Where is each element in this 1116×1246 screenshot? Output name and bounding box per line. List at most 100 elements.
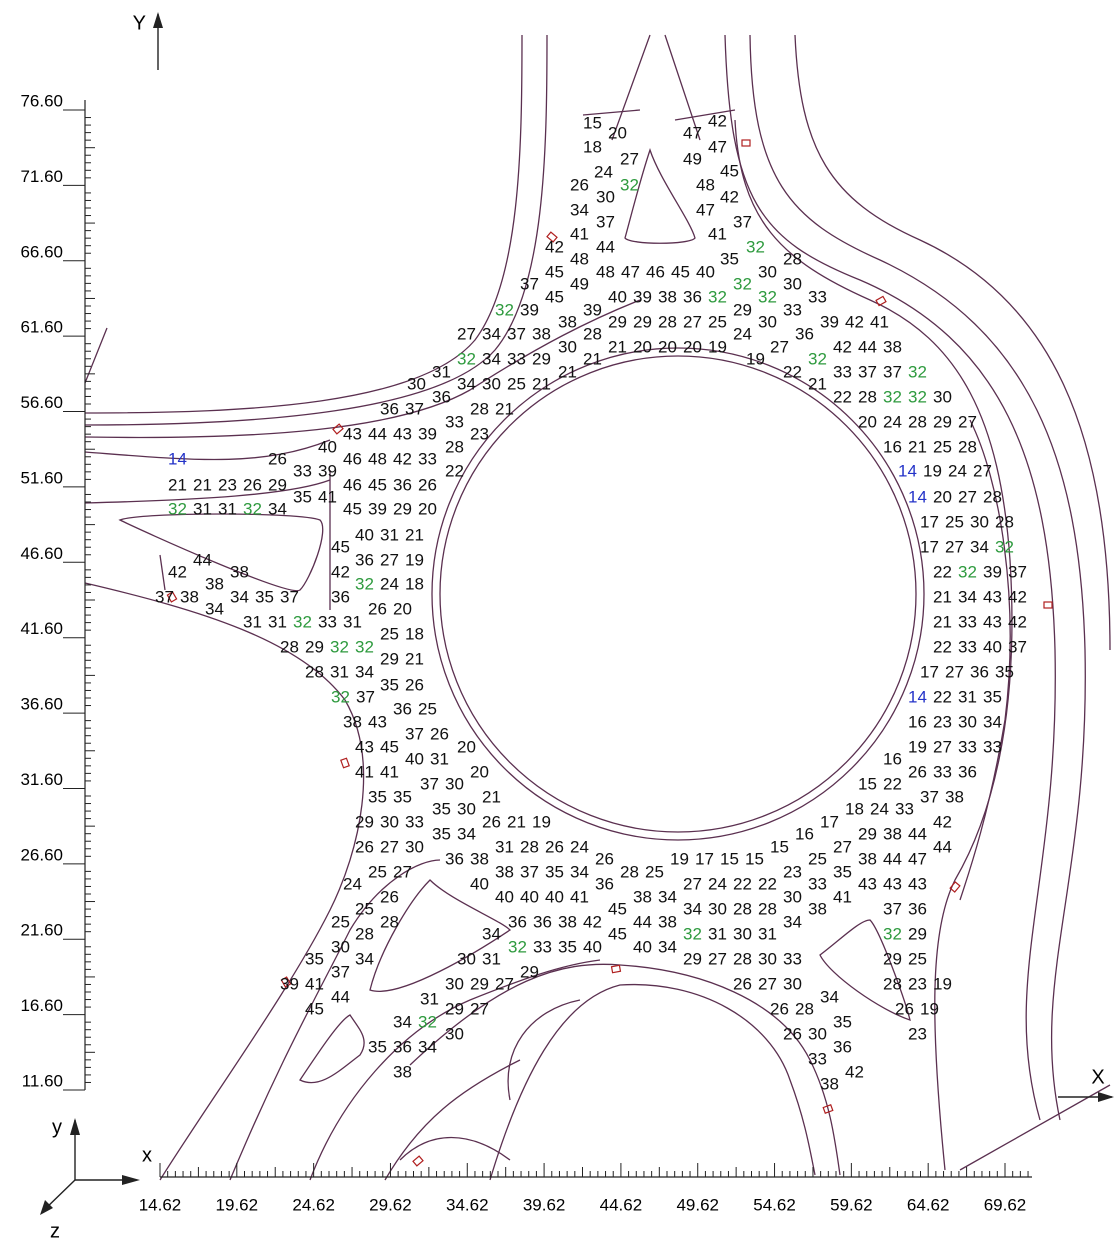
depth-label: 36 bbox=[958, 762, 977, 781]
depth-label: 37 bbox=[596, 212, 615, 231]
depth-label: 33 bbox=[405, 812, 424, 831]
depth-label: 40 bbox=[608, 287, 627, 306]
depth-label: 36 bbox=[432, 387, 451, 406]
depth-label: 22 bbox=[783, 362, 802, 381]
depth-label: 30 bbox=[783, 887, 802, 906]
marker bbox=[741, 139, 751, 147]
depth-label: 21 bbox=[532, 374, 551, 393]
depth-label: 27 bbox=[945, 537, 964, 556]
road-edge bbox=[749, 34, 1086, 1121]
depth-label: 43 bbox=[908, 874, 927, 893]
depth-label: 22 bbox=[733, 874, 752, 893]
depth-label: 35 bbox=[432, 824, 451, 843]
depth-label: 29 bbox=[633, 312, 652, 331]
depth-label: 18 bbox=[845, 799, 864, 818]
depth-label: 31 bbox=[193, 499, 212, 518]
depth-label: 35 bbox=[380, 675, 399, 694]
depth-label: 19 bbox=[708, 337, 727, 356]
depth-label: 35 bbox=[720, 249, 739, 268]
depth-label: 25 bbox=[933, 437, 952, 456]
depth-label: 34 bbox=[820, 987, 839, 1006]
depth-label: 30 bbox=[445, 1024, 464, 1043]
depth-label: 20 bbox=[858, 412, 877, 431]
depth-label: 20 bbox=[658, 337, 677, 356]
road-edge bbox=[582, 109, 736, 121]
depth-label: 24 bbox=[883, 412, 902, 431]
depth-label: 44 bbox=[368, 424, 387, 443]
depth-label: 28 bbox=[733, 899, 752, 918]
depth-label: 14 bbox=[908, 487, 927, 506]
depth-label: 49 bbox=[570, 274, 589, 293]
depth-label: 40 bbox=[405, 749, 424, 768]
depth-label: 36 bbox=[508, 912, 527, 931]
depth-label: 26 bbox=[482, 812, 501, 831]
depth-label: 21 bbox=[583, 349, 602, 368]
depth-label: 31 bbox=[218, 499, 237, 518]
depth-label: 35 bbox=[393, 787, 412, 806]
depth-label: 38 bbox=[633, 887, 652, 906]
triad-z-label: z bbox=[50, 1220, 60, 1241]
depth-label: 33 bbox=[933, 762, 952, 781]
depth-label: 42 bbox=[708, 111, 727, 130]
splitter-island bbox=[118, 513, 324, 592]
y-tick-label: 31.60 bbox=[20, 770, 63, 789]
marker bbox=[340, 757, 350, 769]
depth-label: 29 bbox=[355, 812, 374, 831]
depth-label: 28 bbox=[795, 999, 814, 1018]
road-edge bbox=[724, 34, 1056, 1121]
depth-label: 35 bbox=[995, 662, 1014, 681]
depth-label: 36 bbox=[683, 287, 702, 306]
x-tick-label: 29.62 bbox=[369, 1195, 412, 1214]
depth-label: 39 bbox=[368, 499, 387, 518]
depth-label: 29 bbox=[683, 949, 702, 968]
depth-label: 21 bbox=[608, 337, 627, 356]
depth-label: 41 bbox=[870, 312, 889, 331]
depth-label: 19 bbox=[933, 974, 952, 993]
marker bbox=[412, 1155, 424, 1167]
depth-label: 28 bbox=[658, 312, 677, 331]
depth-label: 28 bbox=[355, 924, 374, 943]
marker bbox=[332, 423, 344, 435]
depth-label: 37 bbox=[405, 724, 424, 743]
depth-label: 35 bbox=[558, 937, 577, 956]
depth-label: 39 bbox=[583, 300, 602, 319]
depth-label: 43 bbox=[343, 424, 362, 443]
depth-label: 34 bbox=[970, 537, 989, 556]
depth-label: 36 bbox=[970, 662, 989, 681]
depth-label: 38 bbox=[820, 1074, 839, 1093]
depth-label: 24 bbox=[733, 324, 752, 343]
depth-label: 44 bbox=[633, 912, 652, 931]
depth-label: 38 bbox=[558, 312, 577, 331]
depth-label: 48 bbox=[368, 449, 387, 468]
arrow-head bbox=[153, 12, 163, 28]
depth-label: 37 bbox=[520, 862, 539, 881]
depth-label: 28 bbox=[305, 662, 324, 681]
road-edge bbox=[229, 859, 441, 1181]
depth-label: 29 bbox=[908, 924, 927, 943]
depth-label: 31 bbox=[243, 612, 262, 631]
depth-label: 36 bbox=[595, 874, 614, 893]
depth-label: 27 bbox=[770, 337, 789, 356]
depth-label: 44 bbox=[933, 837, 952, 856]
x-tick-label: 19.62 bbox=[216, 1195, 259, 1214]
depth-label: 18 bbox=[405, 624, 424, 643]
depth-label: 31 bbox=[430, 749, 449, 768]
depth-label: 35 bbox=[983, 687, 1002, 706]
depth-label: 26 bbox=[355, 837, 374, 856]
depth-label: 14 bbox=[908, 687, 927, 706]
depth-label: 32 bbox=[418, 1012, 437, 1031]
arrow-head bbox=[1098, 1092, 1114, 1102]
depth-label: 25 bbox=[331, 912, 350, 931]
depth-label: 27 bbox=[958, 487, 977, 506]
depth-label: 28 bbox=[583, 324, 602, 343]
depth-label: 36 bbox=[331, 587, 350, 606]
depth-label: 45 bbox=[608, 924, 627, 943]
road-edge bbox=[959, 1084, 1111, 1171]
depth-label: 28 bbox=[995, 512, 1014, 531]
depth-label: 27 bbox=[380, 837, 399, 856]
axis-arrows: Y X y x z bbox=[40, 12, 1114, 1242]
depth-label: 16 bbox=[883, 749, 902, 768]
depth-label: 27 bbox=[393, 862, 412, 881]
depth-label: 34 bbox=[570, 200, 589, 219]
depth-label: 26 bbox=[405, 675, 424, 694]
